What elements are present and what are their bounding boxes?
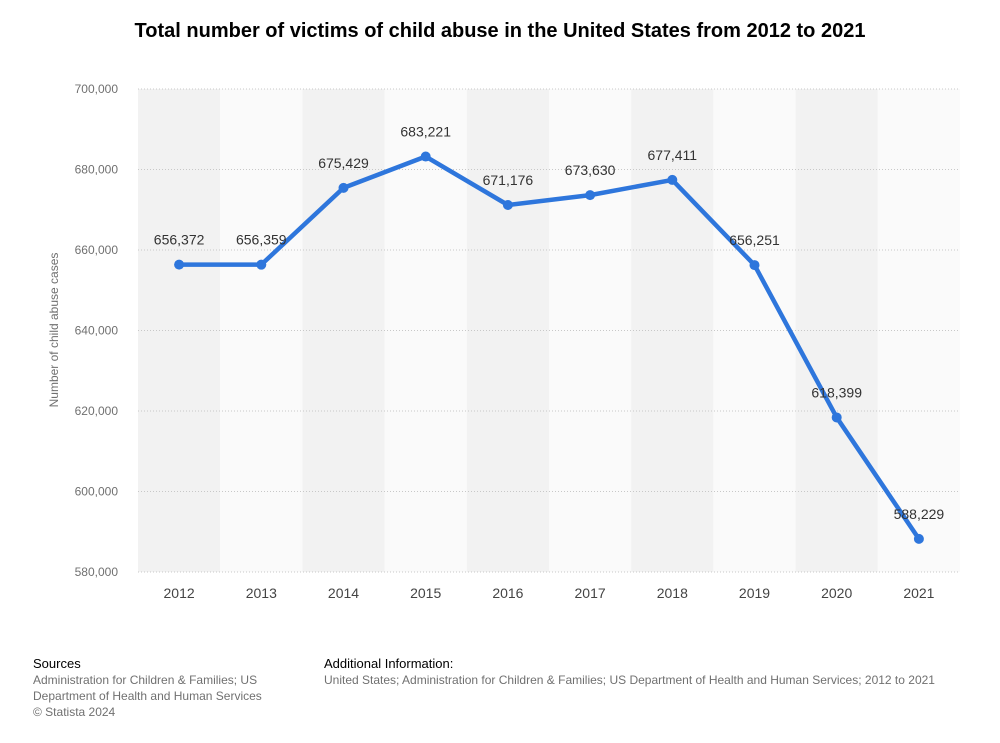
- series-line: [176, 154, 922, 542]
- gridlines: [138, 88, 960, 573]
- data-label: 671,176: [483, 172, 534, 188]
- data-point: [256, 259, 267, 270]
- x-tick-label: 2021: [903, 585, 934, 601]
- x-tick-label: 2019: [739, 585, 770, 601]
- series-group: [174, 151, 924, 544]
- y-axis-ticks: 580,000 600,000 620,000 640,000 660,000 680,0…: [75, 82, 119, 579]
- y-tick-label: 620,000: [75, 404, 119, 418]
- data-labels: 656,372 656,359 675,429 683,221 671,176 673,6…: [154, 124, 945, 522]
- data-label: 656,251: [729, 232, 780, 248]
- additional-info-text: United States; Administration for Childr…: [324, 673, 935, 687]
- line-chart: 580,000 600,000 620,000 640,000 660,000 680,0…: [47, 82, 960, 601]
- data-label: 618,399: [811, 384, 862, 400]
- data-point: [338, 182, 349, 193]
- x-tick-label: 2017: [575, 585, 606, 601]
- data-label: 588,229: [894, 506, 945, 522]
- x-axis-ticks: 2012 2013 2014 2015 2016 2017 2018 2019 2020 2021: [164, 585, 935, 601]
- data-point: [831, 412, 842, 423]
- data-label: 656,359: [236, 232, 287, 248]
- data-label: 683,221: [400, 124, 451, 140]
- data-point: [420, 151, 431, 162]
- sources-block: Sources Administration for Children & Fa…: [33, 656, 293, 720]
- chart-title: Total number of victims of child abuse i…: [134, 20, 866, 42]
- y-tick-label: 680,000: [75, 163, 119, 177]
- data-point: [502, 200, 513, 211]
- y-tick-label: 660,000: [75, 243, 119, 257]
- data-label: 656,372: [154, 232, 205, 248]
- column-band: [302, 89, 385, 572]
- column-band: [549, 89, 632, 572]
- y-tick-label: 600,000: [75, 485, 119, 499]
- x-tick-label: 2013: [246, 585, 277, 601]
- y-axis-label: Number of child abuse cases: [47, 253, 61, 408]
- data-point: [667, 174, 678, 185]
- data-point: [585, 190, 596, 201]
- x-tick-label: 2018: [657, 585, 688, 601]
- column-band: [138, 89, 221, 572]
- column-band: [713, 89, 796, 572]
- data-point: [174, 259, 185, 270]
- x-tick-label: 2015: [410, 585, 441, 601]
- y-tick-label: 640,000: [75, 324, 119, 338]
- additional-info-block: Additional Information: United States; A…: [324, 656, 984, 688]
- y-tick-label: 700,000: [75, 82, 119, 96]
- sources-line-1: Administration for Children & Families; …: [33, 673, 258, 687]
- data-label: 675,429: [318, 155, 369, 171]
- data-label: 673,630: [565, 162, 616, 178]
- x-tick-label: 2014: [328, 585, 359, 601]
- data-point: [749, 260, 760, 271]
- x-tick-label: 2020: [821, 585, 852, 601]
- sources-line-2: Department of Health and Human Services: [33, 689, 262, 703]
- x-tick-label: 2012: [164, 585, 195, 601]
- data-point: [913, 533, 924, 544]
- sources-line-3: © Statista 2024: [33, 705, 116, 719]
- additional-info-title: Additional Information:: [324, 656, 454, 671]
- x-tick-label: 2016: [492, 585, 523, 601]
- sources-title: Sources: [33, 656, 81, 671]
- y-tick-label: 580,000: [75, 565, 119, 579]
- data-label: 677,411: [648, 147, 698, 163]
